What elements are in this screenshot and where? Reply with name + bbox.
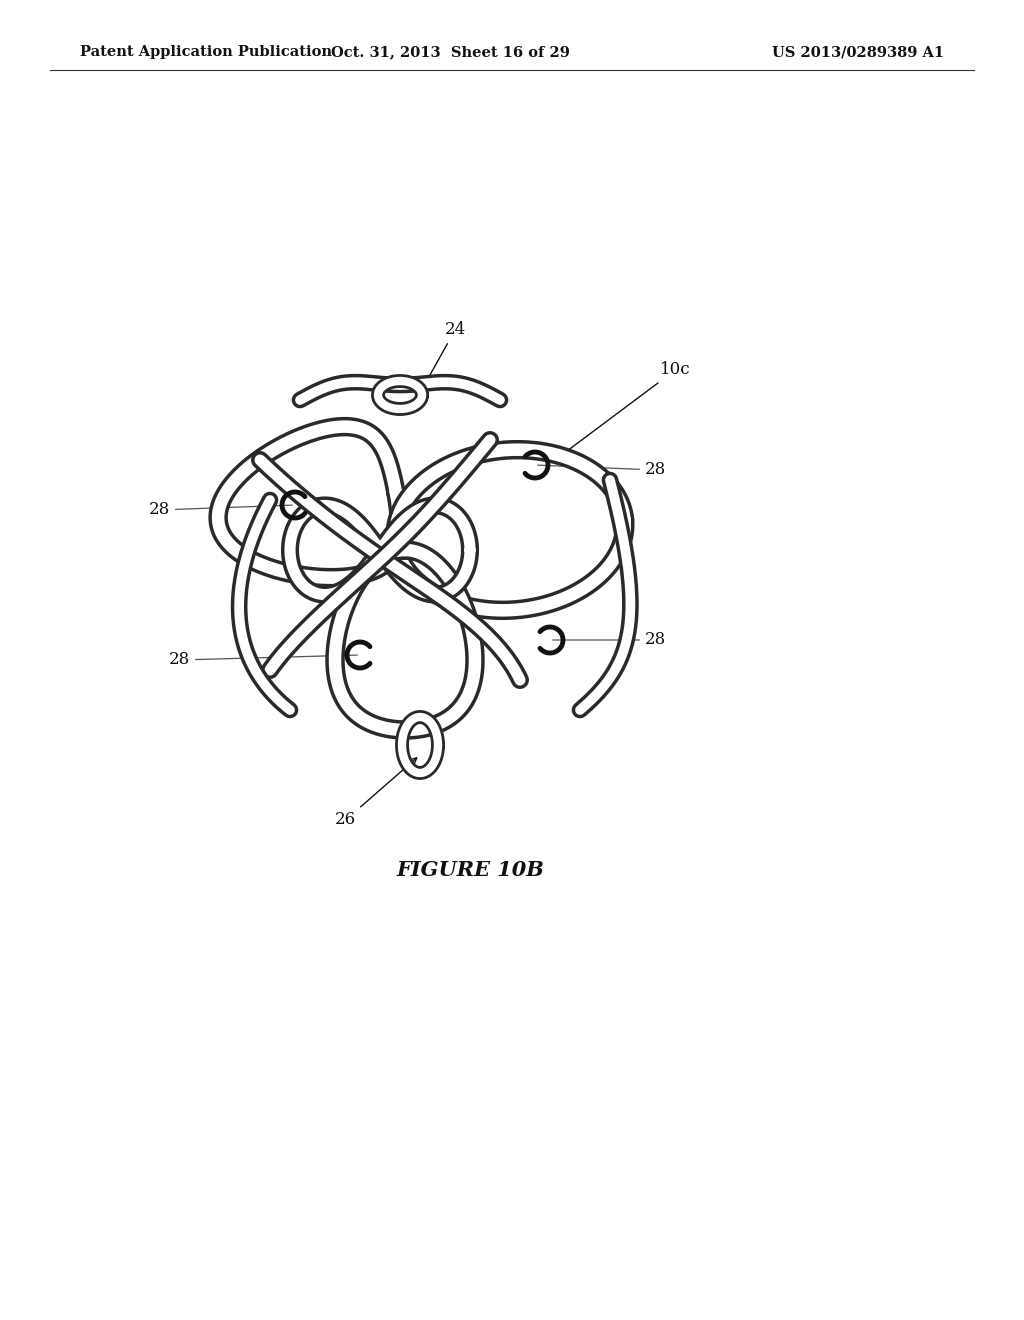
Text: 24: 24: [417, 322, 466, 399]
Text: 28: 28: [553, 631, 667, 648]
Text: 26: 26: [335, 758, 417, 829]
Text: Patent Application Publication: Patent Application Publication: [80, 45, 332, 59]
Text: US 2013/0289389 A1: US 2013/0289389 A1: [772, 45, 944, 59]
Text: Oct. 31, 2013  Sheet 16 of 29: Oct. 31, 2013 Sheet 16 of 29: [331, 45, 570, 59]
Text: 28: 28: [538, 462, 667, 479]
Text: 28: 28: [148, 502, 292, 519]
Text: 28: 28: [169, 652, 357, 668]
Text: 10c: 10c: [558, 362, 690, 458]
Text: FIGURE 10B: FIGURE 10B: [396, 861, 544, 880]
